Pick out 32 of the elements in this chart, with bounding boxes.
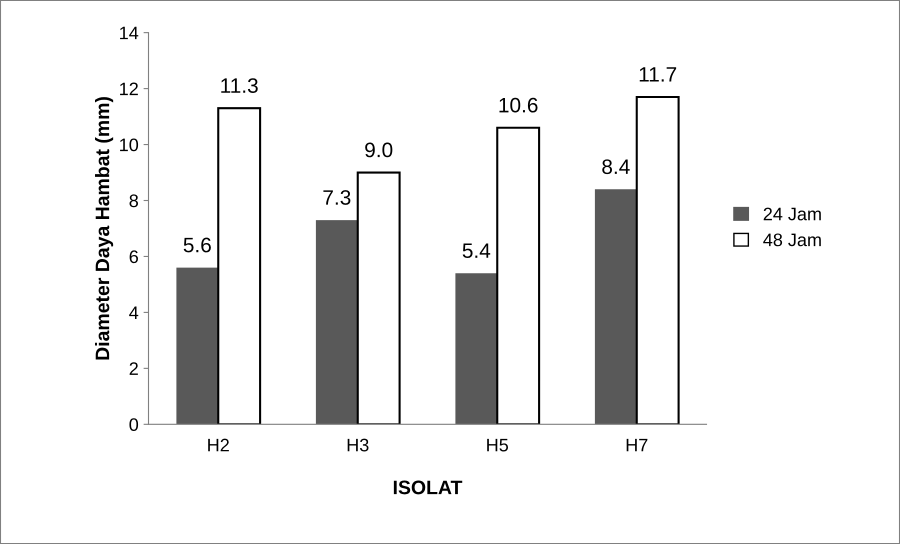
- y-tick-label: 6: [130, 250, 138, 264]
- text: 11.3: [221, 78, 258, 93]
- text: 5.6: [184, 238, 211, 252]
- text: 7.3: [323, 190, 350, 205]
- bar: [356, 171, 401, 424]
- y-tick-label: 10: [120, 138, 138, 152]
- y-tick-label: 0: [129, 418, 138, 432]
- bar: [217, 107, 262, 424]
- bar: [594, 189, 637, 424]
- x-tick-label: H5: [487, 438, 508, 452]
- bar: [316, 220, 358, 424]
- text: 11.7: [640, 67, 676, 82]
- y-tick-label: 8: [130, 194, 138, 208]
- x-tick-label: H7: [626, 438, 648, 452]
- x-tick-label: H2: [208, 438, 229, 452]
- y-tick-label: 14: [120, 26, 138, 40]
- text: 9.0: [365, 142, 392, 158]
- bar: [496, 126, 540, 424]
- y-tick-label: 4: [129, 306, 138, 319]
- text: 5.4: [462, 243, 490, 258]
- bar: [455, 273, 498, 424]
- y-axis-title: Diameter Daya Hambat (mm): [95, 97, 114, 360]
- text: 8.4: [602, 159, 630, 174]
- y-tick-label: 12: [120, 82, 138, 96]
- x-tick-label: H3: [348, 438, 368, 452]
- legend-label: 48 Jam: [763, 233, 821, 246]
- bar: [176, 268, 218, 424]
- legend-label: 24 Jam: [764, 208, 821, 220]
- text: 10.6: [499, 98, 538, 113]
- y-tick-label: 2: [130, 362, 138, 375]
- bar: [636, 96, 680, 424]
- x-axis-title: ISOLAT: [394, 480, 462, 494]
